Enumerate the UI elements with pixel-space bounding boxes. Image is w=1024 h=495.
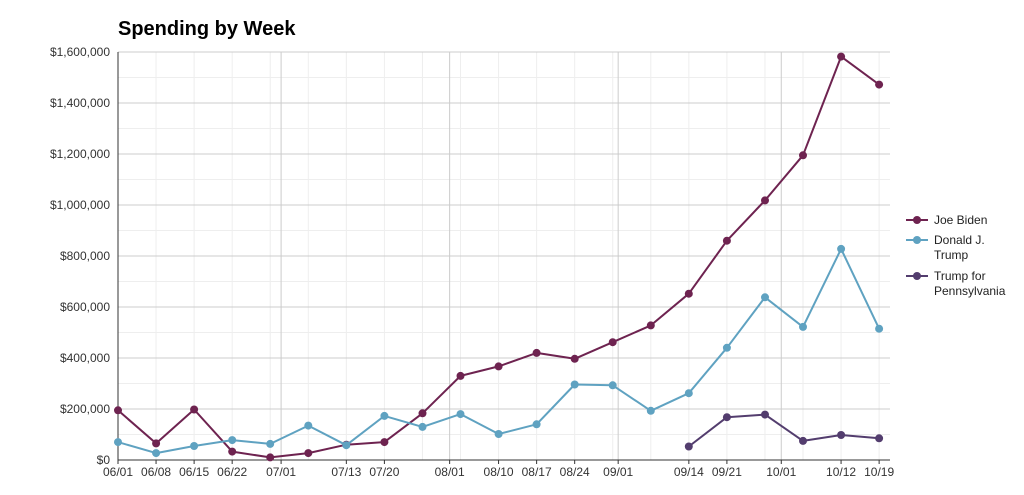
x-tick-label: 07/13 [331, 465, 361, 479]
y-tick-label: $800,000 [60, 249, 110, 263]
legend-label-3: Trump for Pennsylvania [934, 269, 1006, 298]
legend-marker-2 [913, 236, 921, 244]
series-line-3 [688, 413, 880, 448]
data-point-series-2 [608, 381, 617, 390]
y-tick-label: $1,400,000 [50, 96, 110, 110]
data-point-series-1 [684, 289, 693, 298]
legend: Joe Biden Donald J. Trump Trump for Pennsylv… [906, 213, 1006, 298]
data-point-series-2 [494, 430, 503, 438]
data-point-series-1 [114, 406, 122, 415]
y-tick-label: $1,600,000 [50, 45, 110, 59]
data-point-series-3 [761, 410, 769, 419]
x-tick-label: 07/20 [369, 465, 399, 479]
y-tick-label: $200,000 [60, 402, 110, 416]
data-point-series-1 [456, 371, 465, 380]
data-point-series-1 [532, 348, 541, 357]
data-point-series-2 [456, 410, 465, 419]
data-point-series-2 [875, 324, 884, 333]
x-tick-label: 09/14 [674, 465, 704, 479]
y-tick-label: $1,000,000 [50, 198, 110, 212]
y-tick-label: $1,200,000 [50, 147, 110, 161]
x-tick-label: 06/01 [103, 465, 133, 479]
data-point-series-2 [799, 322, 807, 331]
y-tick-labels: $0 $200,000 $400,000 $600,000 $800,000 $1,000… [50, 45, 110, 467]
x-tick-labels: 06/01 06/08 06/15 06/22 07/01 07/13 07/20 08/01… [103, 460, 894, 479]
legend-marker-3 [913, 272, 921, 280]
x-tick-label: 06/08 [141, 465, 171, 479]
data-point-series-2 [342, 441, 351, 450]
data-point-series-2 [684, 389, 693, 398]
data-point-series-2 [532, 420, 541, 429]
grid-major [118, 51, 890, 460]
y-tick-label: $400,000 [60, 351, 110, 365]
data-point-series-2 [114, 438, 122, 447]
data-point-series-2 [152, 449, 161, 458]
x-tick-label: 08/10 [484, 465, 514, 479]
x-tick-label: 06/22 [217, 465, 247, 479]
data-point-series-2 [418, 422, 427, 431]
x-tick-label: 10/12 [826, 465, 856, 479]
y-tick-label: $600,000 [60, 300, 110, 314]
data-point-series-3 [875, 434, 884, 443]
x-tick-label: 08/24 [560, 465, 590, 479]
data-point-series-3 [722, 413, 731, 422]
data-point-series-2 [190, 442, 199, 450]
legend-label-2: Donald J. Trump [934, 233, 985, 262]
data-point-series-1 [190, 405, 199, 414]
data-point-series-1 [494, 362, 503, 371]
data-point-series-1 [380, 438, 389, 447]
data-point-series-2 [380, 411, 389, 420]
data-point-series-1 [761, 196, 769, 205]
data-point-series-1 [875, 80, 884, 89]
x-tick-label: 09/01 [603, 465, 633, 479]
legend-label-1: Joe Biden [934, 213, 987, 227]
data-point-series-1 [722, 236, 731, 245]
data-point-series-2 [304, 421, 313, 430]
data-point-series-1 [266, 453, 275, 462]
data-point-series-1 [304, 449, 313, 458]
data-point-series-2 [646, 406, 655, 415]
series-lines [114, 52, 884, 462]
data-point-series-3 [799, 436, 807, 445]
data-point-series-2 [228, 436, 237, 445]
data-point-series-3 [684, 442, 693, 451]
data-point-series-1 [646, 321, 655, 330]
data-point-series-1 [152, 439, 161, 448]
data-point-series-2 [722, 343, 731, 352]
data-point-series-2 [761, 293, 769, 302]
legend-marker-1 [913, 216, 921, 224]
data-point-series-1 [228, 447, 237, 456]
data-point-series-2 [266, 439, 275, 448]
data-point-series-1 [608, 338, 617, 347]
x-tick-label: 08/01 [435, 465, 465, 479]
data-point-series-2 [570, 380, 579, 389]
x-tick-label: 08/17 [522, 465, 552, 479]
data-point-series-3 [837, 431, 846, 439]
x-tick-label: 10/19 [864, 465, 894, 479]
x-tick-label: 06/15 [179, 465, 209, 479]
axes [117, 52, 890, 461]
chart-title: Spending by Week [118, 18, 296, 40]
data-point-series-1 [418, 409, 427, 418]
data-point-series-1 [799, 151, 807, 160]
data-point-series-1 [570, 354, 579, 363]
x-tick-label: 09/21 [712, 465, 742, 479]
y-tick-label: $0 [97, 453, 111, 467]
x-tick-label: 07/01 [266, 465, 296, 479]
data-point-series-1 [837, 52, 846, 61]
data-point-series-2 [837, 244, 846, 253]
x-tick-label: 10/01 [766, 465, 796, 479]
